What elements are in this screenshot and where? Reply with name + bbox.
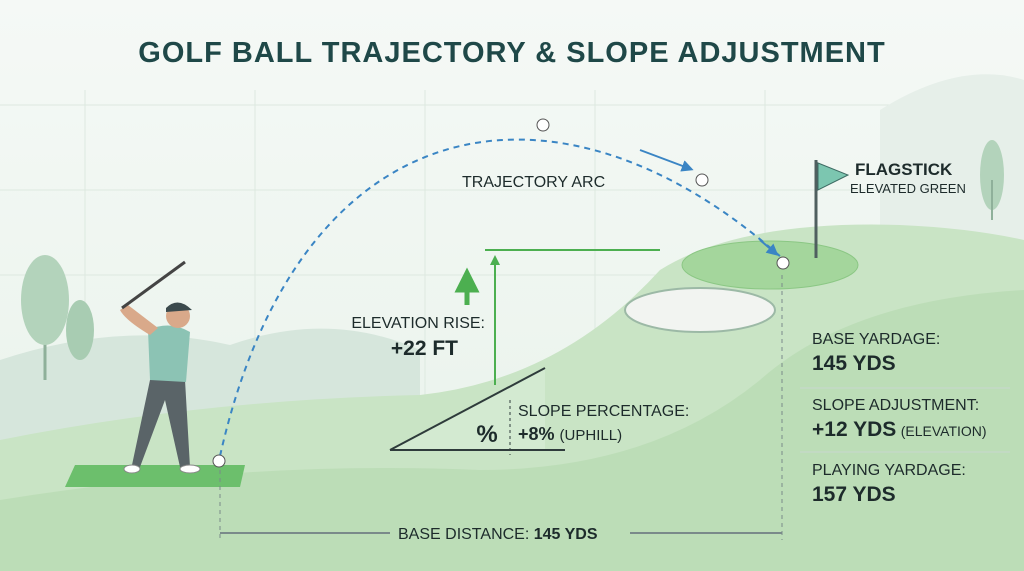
- base-distance-label: BASE DISTANCE:: [398, 526, 529, 543]
- direction-arrow: [639, 149, 694, 172]
- elevation-value: +22 FT: [391, 337, 458, 360]
- slope-label: SLOPE PERCENTAGE:: [518, 403, 689, 420]
- ball: [695, 173, 709, 187]
- tee-box: [65, 465, 245, 487]
- panel-label: PLAYING YARDAGE:: [812, 462, 966, 479]
- panel-label: BASE YARDAGE:: [812, 331, 940, 348]
- ball: [536, 118, 550, 132]
- base-distance: BASE DISTANCE: 145 YDS: [398, 526, 598, 543]
- title: GOLF BALL TRAJECTORY & SLOPE ADJUSTMENT: [138, 37, 885, 69]
- panel-label: SLOPE ADJUSTMENT:: [812, 397, 979, 414]
- bunker: [624, 287, 776, 333]
- slope-line: [389, 367, 546, 451]
- base-distance-value: 145 YDS: [534, 526, 598, 543]
- trees: [21, 140, 1004, 380]
- panel-value: 145 YDS: [812, 352, 896, 375]
- golfer: [120, 260, 201, 474]
- ball: [212, 454, 226, 468]
- flagstick-label: FLAGSTICK: [855, 160, 953, 179]
- putting-green: [681, 240, 859, 290]
- ball: [776, 256, 790, 270]
- far-hill-right: [880, 74, 1024, 241]
- panel-value: +12 YDS: [812, 418, 896, 441]
- panel-value-line: +12 YDS (ELEVATION): [812, 418, 987, 441]
- slope-symbol: %: [476, 421, 497, 448]
- slope-value-line: +8% (UPHILL): [518, 424, 622, 444]
- slope-note: (UPHILL): [560, 427, 623, 444]
- panel-value: 157 YDS: [812, 483, 896, 506]
- trajectory-label: TRAJECTORY ARC: [462, 174, 605, 191]
- elevation-label: ELEVATION RISE:: [351, 315, 485, 332]
- rough: [0, 290, 1024, 571]
- trajectory-arc: [219, 138, 783, 457]
- flag: [817, 162, 850, 191]
- direction-arrow: [759, 239, 779, 256]
- green-label: ELEVATED GREEN: [850, 181, 966, 196]
- panel-note: (ELEVATION): [901, 423, 987, 439]
- slope-value: +8%: [518, 424, 555, 444]
